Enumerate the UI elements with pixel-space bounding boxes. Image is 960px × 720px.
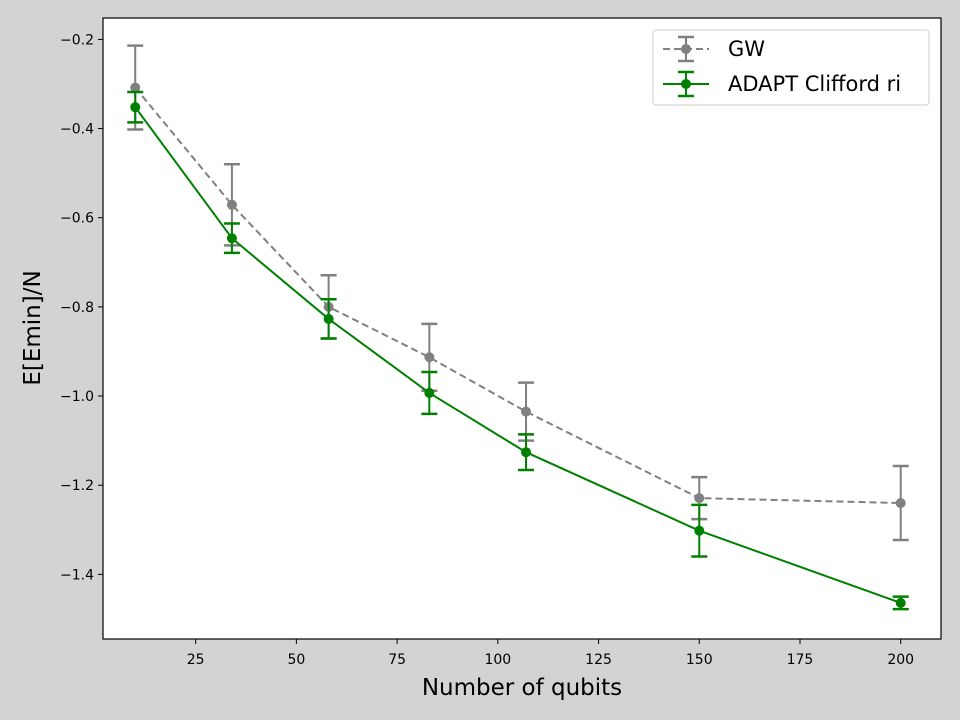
y-tick-label: −1.0 (60, 389, 94, 405)
y-tick-label: −1.2 (60, 478, 94, 494)
y-tick-label: −0.2 (60, 32, 94, 48)
data-point (694, 525, 705, 536)
data-point (226, 233, 237, 244)
x-tick-label: 75 (388, 652, 406, 668)
x-tick-label: 125 (585, 652, 612, 668)
data-point (323, 313, 334, 324)
data-point (424, 387, 435, 398)
data-point (895, 498, 906, 509)
data-point (521, 406, 532, 417)
x-tick-label: 175 (787, 652, 814, 668)
y-axis-title: E[Emin]/N (20, 270, 46, 385)
x-tick-label: 200 (887, 652, 914, 668)
legend-label: ADAPT Clifford ri (728, 72, 901, 96)
x-axis-title: Number of qubits (422, 675, 622, 701)
y-tick-label: −0.4 (60, 122, 94, 138)
x-tick-label: 150 (686, 652, 713, 668)
legend-marker (681, 79, 691, 89)
series-1 (127, 90, 909, 611)
y-tick-label: −0.8 (60, 300, 94, 316)
data-point (130, 82, 141, 93)
legend-box (652, 29, 930, 106)
y-tick-label: −0.6 (60, 211, 94, 227)
plot-area (103, 18, 941, 639)
plot-frame (102, 17, 942, 640)
data-point (521, 447, 532, 458)
x-tick-label: 50 (287, 652, 305, 668)
x-tick-label: 100 (484, 652, 511, 668)
data-point (226, 199, 237, 210)
data-point (694, 493, 705, 504)
x-tick-label: 25 (187, 652, 205, 668)
data-point (130, 102, 141, 113)
data-point (895, 597, 906, 608)
data-point (424, 352, 435, 363)
legend: GW ADAPT Clifford ri (652, 29, 930, 106)
legend-marker (681, 44, 691, 54)
y-tick-label: −1.4 (60, 567, 94, 583)
legend-entry: ADAPT Clifford ri (663, 70, 901, 98)
legend-entry: GW (663, 35, 765, 63)
legend-label: GW (728, 37, 765, 61)
